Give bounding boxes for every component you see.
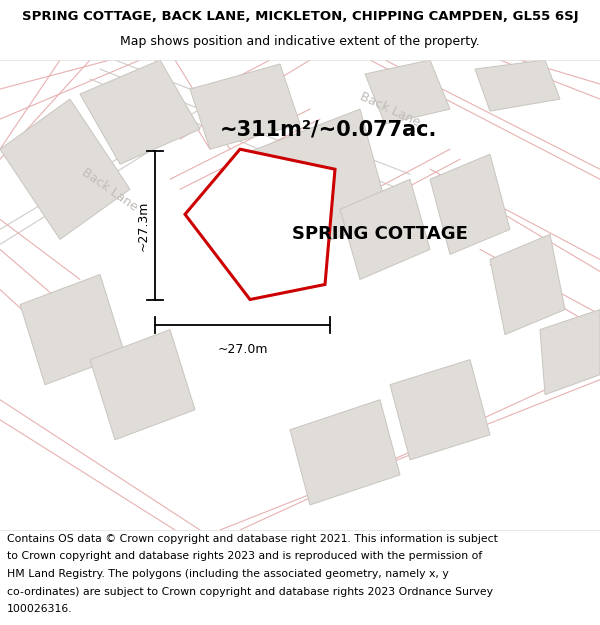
- Polygon shape: [290, 400, 400, 505]
- Text: Back Lane: Back Lane: [80, 165, 140, 213]
- Text: 100026316.: 100026316.: [7, 604, 73, 614]
- Polygon shape: [190, 64, 300, 149]
- Polygon shape: [80, 60, 200, 164]
- Polygon shape: [90, 329, 195, 440]
- Text: ~311m²/~0.077ac.: ~311m²/~0.077ac.: [220, 119, 437, 139]
- Polygon shape: [430, 154, 510, 254]
- Polygon shape: [365, 60, 450, 124]
- Text: HM Land Registry. The polygons (including the associated geometry, namely x, y: HM Land Registry. The polygons (includin…: [7, 569, 449, 579]
- Text: SPRING COTTAGE: SPRING COTTAGE: [292, 226, 468, 243]
- Text: ~27.3m: ~27.3m: [137, 200, 150, 251]
- Text: Contains OS data © Crown copyright and database right 2021. This information is : Contains OS data © Crown copyright and d…: [7, 534, 498, 544]
- Text: Map shows position and indicative extent of the property.: Map shows position and indicative extent…: [120, 36, 480, 49]
- Polygon shape: [475, 60, 560, 111]
- Polygon shape: [230, 109, 390, 264]
- Polygon shape: [340, 179, 430, 279]
- Text: Back Lane: Back Lane: [358, 89, 422, 129]
- Polygon shape: [390, 359, 490, 460]
- Text: ~27.0m: ~27.0m: [217, 342, 268, 356]
- Text: to Crown copyright and database rights 2023 and is reproduced with the permissio: to Crown copyright and database rights 2…: [7, 551, 482, 561]
- Polygon shape: [185, 149, 335, 299]
- Polygon shape: [20, 274, 125, 385]
- Polygon shape: [540, 309, 600, 395]
- Polygon shape: [490, 234, 565, 334]
- Text: SPRING COTTAGE, BACK LANE, MICKLETON, CHIPPING CAMPDEN, GL55 6SJ: SPRING COTTAGE, BACK LANE, MICKLETON, CH…: [22, 10, 578, 23]
- Text: co-ordinates) are subject to Crown copyright and database rights 2023 Ordnance S: co-ordinates) are subject to Crown copyr…: [7, 586, 493, 596]
- Polygon shape: [0, 99, 130, 239]
